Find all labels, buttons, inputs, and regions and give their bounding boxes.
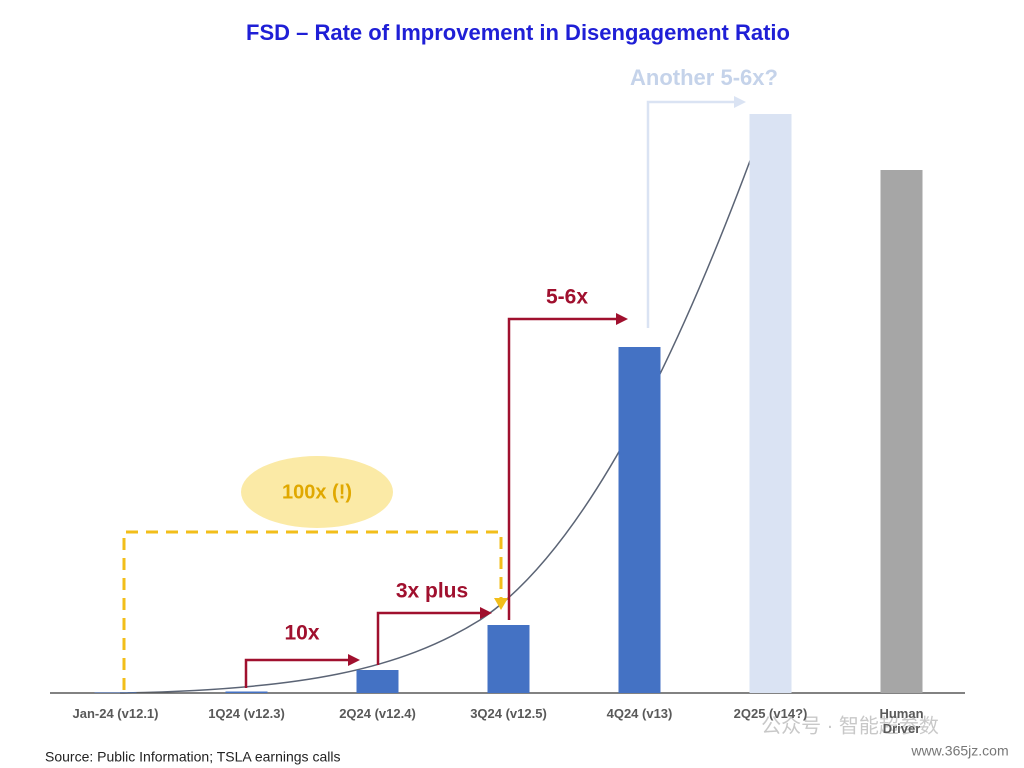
- x-tick-label: 1Q24 (v12.3): [208, 706, 285, 721]
- trend-curve: [119, 119, 766, 694]
- bar: [618, 347, 661, 693]
- annotation: 10x: [284, 622, 319, 645]
- x-tick-label: 2Q25 (v14?): [733, 706, 808, 721]
- arrow: [646, 100, 736, 328]
- arrow: [244, 658, 350, 688]
- x-tick-label: Human Driver: [879, 706, 924, 736]
- annotation: Another 5-6x?: [630, 65, 778, 90]
- x-tick-label: 4Q24 (v13): [606, 706, 673, 721]
- bar: [356, 670, 399, 693]
- x-tick-label: 3Q24 (v12.5): [470, 706, 547, 721]
- bar: [749, 114, 792, 693]
- chart-title: FSD – Rate of Improvement in Disengageme…: [246, 20, 790, 45]
- bar: [225, 691, 268, 693]
- annotation: 5-6x: [546, 286, 588, 309]
- arrow: [507, 317, 618, 620]
- bar: [94, 692, 137, 693]
- source: Source: Public Information; TSLA earning…: [45, 749, 340, 765]
- watermark: 公众号 · 智能超参数: [761, 714, 939, 737]
- arrow-head: [616, 313, 628, 325]
- highlight: [241, 456, 393, 528]
- arrow-head: [494, 598, 508, 610]
- arrow-head: [348, 654, 360, 666]
- watermark: www.365jz.com: [910, 743, 1008, 759]
- bar: [487, 625, 530, 693]
- annotation: 3x plus: [396, 580, 468, 603]
- dashed-bracket: [122, 530, 503, 690]
- x-tick-label: Jan-24 (v12.1): [72, 706, 159, 721]
- x-tick-label: 2Q24 (v12.4): [339, 706, 416, 721]
- arrow: [376, 611, 482, 665]
- arrow-head: [734, 96, 746, 108]
- arrow-head: [480, 607, 492, 619]
- annotation: 100x (!): [282, 481, 352, 503]
- bar: [880, 170, 923, 693]
